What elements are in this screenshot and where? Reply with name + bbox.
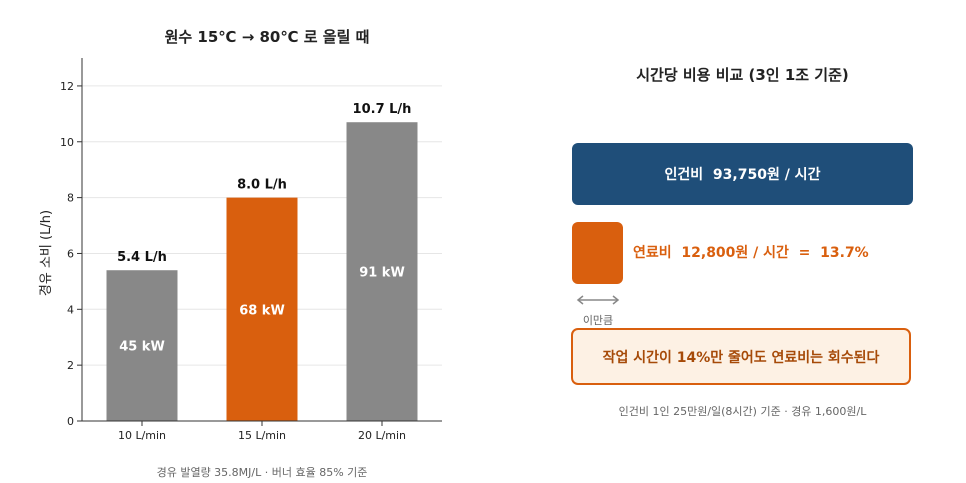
fuel-cost-bar: [572, 222, 623, 284]
labor-cost-bar: 인건비 93,750원 / 시간: [572, 143, 913, 205]
x-tick-label: 20 L/min: [358, 429, 406, 442]
bar-power-label: 91 kW: [359, 266, 405, 281]
x-tick-label: 10 L/min: [118, 429, 166, 442]
bar-value-label: 8.0 L/h: [237, 178, 287, 193]
cost-basis-note: 인건비 1인 25만원/일(8시간) 기준 · 경유 1,600원/L: [618, 405, 867, 418]
bar: [346, 122, 418, 421]
bar: [106, 270, 178, 421]
arrow-caption: 이만큼: [582, 314, 614, 327]
y-tick-label: 10: [60, 136, 74, 149]
payback-callout: 작업 시간이 14%만 줄어도 연료비는 회수된다: [571, 328, 911, 385]
chart-title: 원수 15℃ → 80℃ 로 올릴 때: [165, 28, 370, 46]
y-axis-label: 경유 소비 (L/h): [39, 210, 54, 296]
y-tick-label: 6: [67, 247, 74, 260]
bar-power-label: 68 kW: [239, 303, 285, 318]
bar-value-label: 10.7 L/h: [353, 102, 412, 117]
y-tick-label: 4: [67, 303, 74, 316]
double-arrow-icon: [576, 295, 620, 305]
y-tick-label: 12: [60, 80, 74, 93]
bar-chart: 원수 15℃ → 80℃ 로 올릴 때 경유 소비 (L/h) 5.4 L/h 4…: [39, 28, 442, 442]
y-tick-label: 2: [67, 359, 74, 372]
y-tick-label: 8: [67, 192, 74, 205]
labor-cost-label: 인건비 93,750원 / 시간: [664, 167, 821, 183]
x-tick-label: 15 L/min: [238, 429, 286, 442]
cost-comparison-title: 시간당 비용 비교 (3인 1조 기준): [636, 66, 849, 84]
bar-value-label: 5.4 L/h: [117, 250, 167, 265]
bar-power-label: 45 kW: [119, 340, 165, 355]
bar: [226, 197, 298, 421]
fuel-cost-label: 연료비 12,800원 / 시간 = 13.7%: [633, 245, 869, 261]
payback-callout-text: 작업 시간이 14%만 줄어도 연료비는 회수된다: [602, 349, 880, 366]
y-tick-label: 0: [67, 415, 74, 428]
chart-basis-note: 경유 발열량 35.8MJ/L · 버너 효율 85% 기준: [156, 466, 368, 479]
